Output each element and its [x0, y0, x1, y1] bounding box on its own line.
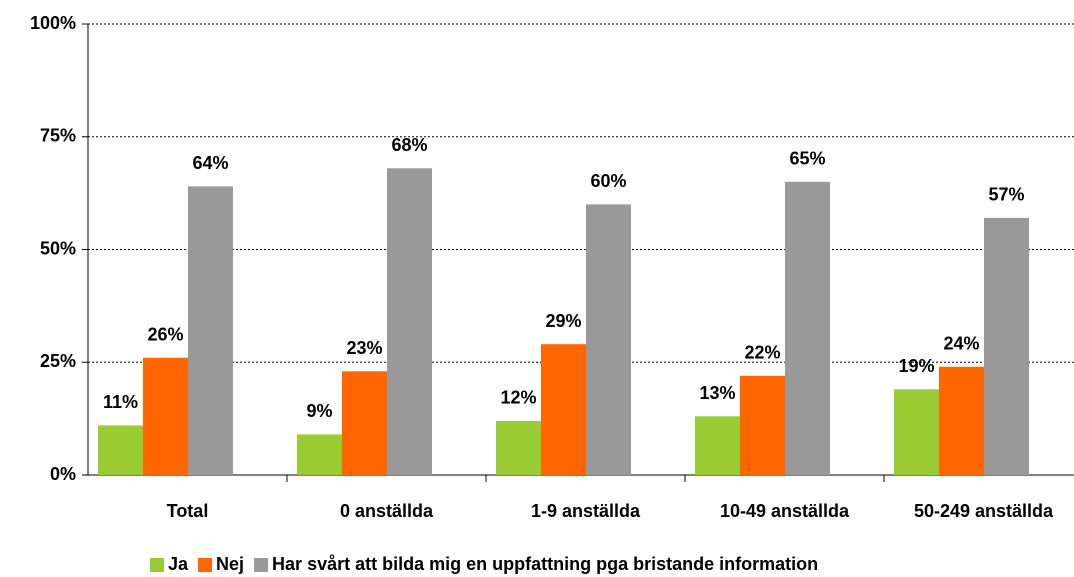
bar	[188, 186, 233, 476]
value-label: 19%	[898, 356, 934, 376]
bar	[297, 434, 342, 475]
x-tick-label: Total	[167, 501, 209, 521]
value-label: 26%	[147, 324, 183, 344]
x-tick-label: 0 anställda	[340, 501, 434, 521]
value-label: 68%	[391, 135, 427, 155]
bar	[785, 181, 830, 475]
bar	[342, 371, 387, 475]
value-label: 9%	[306, 401, 332, 421]
x-tick-label: 50-249 anställda	[914, 501, 1054, 521]
bar	[586, 204, 631, 475]
value-label: 11%	[103, 392, 138, 412]
value-label: 57%	[988, 185, 1024, 205]
bar	[541, 344, 586, 475]
x-tick-label: 10-49 anställda	[720, 501, 850, 521]
legend-swatch	[254, 558, 269, 572]
value-label: 23%	[346, 338, 382, 358]
y-tick-label: 50%	[40, 238, 76, 258]
legend-swatch	[150, 558, 164, 572]
value-label: 24%	[943, 334, 979, 354]
bar	[939, 366, 984, 475]
y-tick-label: 25%	[40, 351, 76, 371]
value-label: 65%	[789, 149, 825, 169]
bar	[496, 420, 541, 475]
legend-label: Har svårt att bilda mig en uppfattning p…	[272, 554, 818, 574]
y-tick-label: 0%	[50, 464, 76, 484]
value-label: 13%	[699, 383, 735, 403]
bar	[98, 425, 143, 475]
bar	[143, 357, 188, 475]
value-label: 22%	[744, 343, 780, 363]
y-tick-label: 100%	[30, 13, 76, 33]
y-tick-label: 75%	[40, 126, 76, 146]
bar	[387, 168, 432, 475]
value-label: 60%	[590, 171, 626, 191]
value-label: 29%	[545, 311, 581, 331]
bar	[695, 416, 740, 475]
bar	[740, 375, 785, 475]
value-label: 64%	[192, 153, 228, 173]
legend-label: Nej	[216, 554, 244, 574]
bar	[894, 389, 939, 475]
legend-swatch	[198, 558, 213, 572]
value-label: 12%	[500, 388, 536, 408]
bar	[984, 217, 1029, 475]
legend-label: Ja	[168, 554, 189, 574]
x-tick-label: 1-9 anställda	[531, 501, 641, 521]
